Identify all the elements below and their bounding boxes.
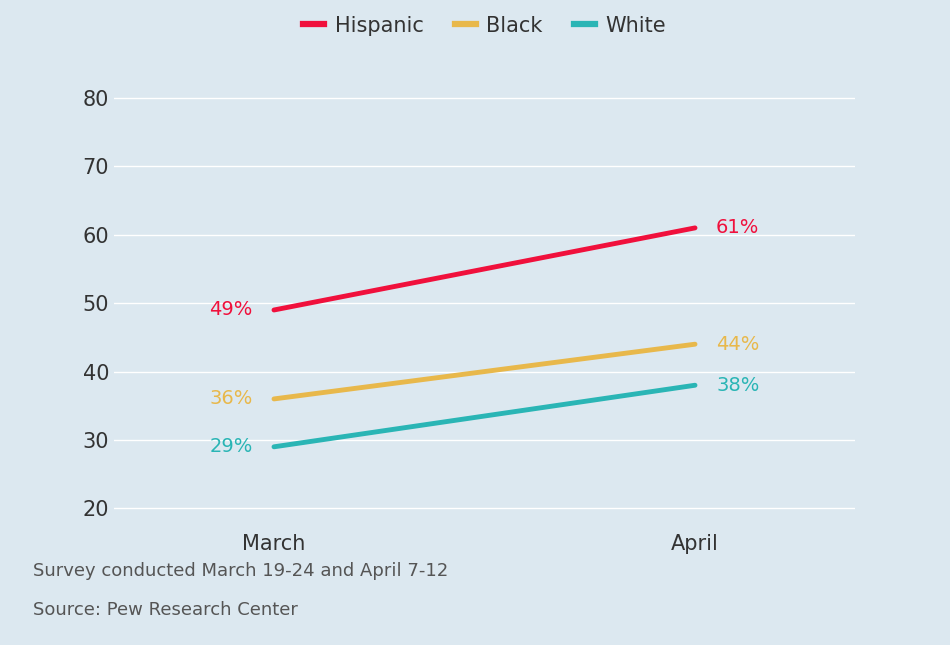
Text: 36%: 36% (210, 390, 253, 408)
Legend: Hispanic, Black, White: Hispanic, Black, White (295, 8, 674, 45)
Text: Survey conducted March 19-24 and April 7-12: Survey conducted March 19-24 and April 7… (33, 562, 448, 581)
Text: 49%: 49% (210, 301, 253, 319)
Text: 61%: 61% (716, 219, 759, 237)
Text: 29%: 29% (210, 437, 253, 456)
Text: 38%: 38% (716, 376, 759, 395)
Text: 44%: 44% (716, 335, 759, 353)
Text: Source: Pew Research Center: Source: Pew Research Center (33, 601, 298, 619)
